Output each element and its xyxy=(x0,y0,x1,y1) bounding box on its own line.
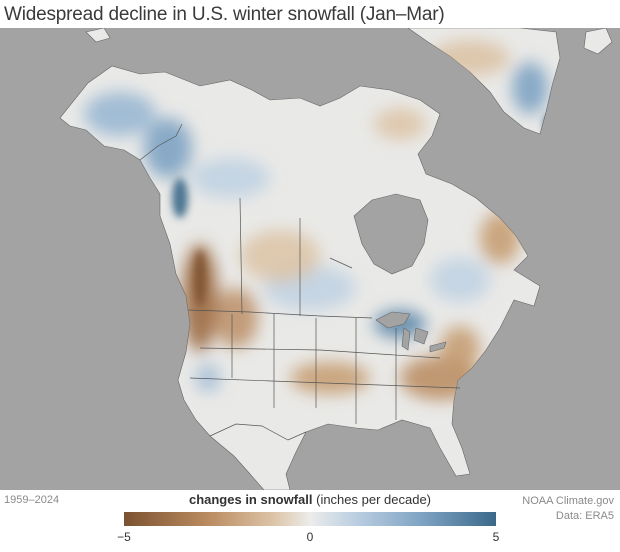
map-title: Widespread decline in U.S. winter snowfa… xyxy=(4,4,445,25)
lake-superior xyxy=(375,311,411,329)
legend-title: changes in snowfall (inches per decade) xyxy=(0,492,620,507)
credit: NOAA Climate.gov Data: ERA5 xyxy=(522,494,614,524)
political-borders xyxy=(139,123,461,441)
credit-source: NOAA Climate.gov xyxy=(522,495,614,507)
state-borders xyxy=(231,314,397,424)
inland-waters xyxy=(353,193,447,353)
us-mexico-border xyxy=(209,423,307,441)
province-borders xyxy=(239,197,353,316)
legend-tick-zero: 0 xyxy=(306,530,314,544)
legend-tick-min: −5 xyxy=(117,530,131,544)
us-canada-border xyxy=(187,309,373,319)
snowfall-change-map xyxy=(0,28,620,490)
legend-color-bar xyxy=(124,512,496,526)
map-svg xyxy=(0,28,620,490)
alaska-yukon-border xyxy=(139,123,183,161)
time-period: 1959–2024 xyxy=(4,494,60,506)
lake-michigan xyxy=(401,327,411,351)
legend-title-units: (inches per decade) xyxy=(312,492,432,507)
credit-data: Data: ERA5 xyxy=(555,510,614,522)
lake-erie xyxy=(429,341,447,353)
hudson-bay xyxy=(353,193,429,275)
state-borders-horizontal xyxy=(189,347,461,389)
legend-tick-max: 5 xyxy=(492,530,500,544)
lake-huron xyxy=(413,327,429,345)
legend-title-bold: changes in snowfall xyxy=(188,492,313,507)
legend-footer: 1959–2024 changes in snowfall (inches pe… xyxy=(0,490,620,552)
